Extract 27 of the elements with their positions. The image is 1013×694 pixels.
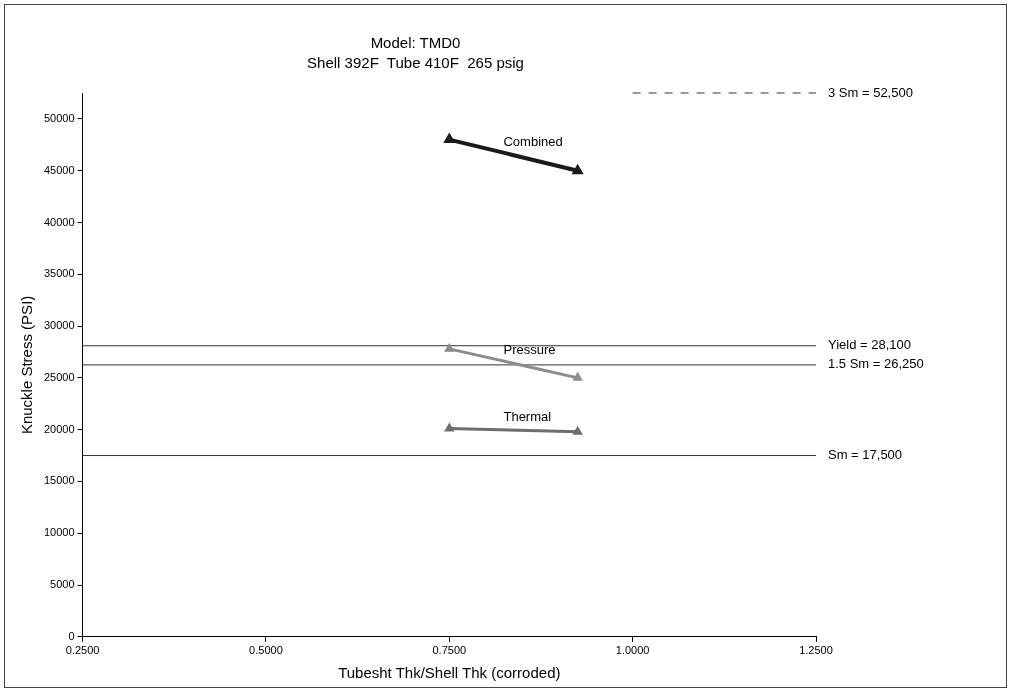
x-axis-title: Tubesht Thk/Shell Thk (corroded) [338,664,561,682]
y-tick-label: 30000 [43,319,75,332]
x-tick-label: 0.7500 [432,644,467,657]
x-tick-label: 0.2500 [65,644,100,657]
y-tick-label: 0 [68,629,75,642]
x-tick-label: 0.5000 [249,644,283,657]
x-tick-label: 1.2500 [799,644,833,657]
y-tick-label: 5000 [50,578,75,591]
y-tick-label: 20000 [43,422,75,435]
y-tick-label: 45000 [43,163,75,176]
x-tick-label: 1.0000 [615,644,650,657]
y-axis-title: Knuckle Stress (PSI) [18,295,36,435]
y-tick-label: 25000 [43,370,75,383]
y-tick-label: 10000 [43,526,75,539]
y-tick-label: 40000 [43,215,75,228]
ref-line-label: Sm = 17,500 [828,447,903,463]
series-label: Combined [503,134,563,150]
chart-subtitle: Shell 392F Tube 410F 265 psig [307,54,524,72]
series-label: Thermal [503,409,552,425]
ref-line-label: 1.5 Sm = 26,250 [828,356,924,372]
y-tick-label: 35000 [43,267,75,280]
ref-line-label: Yield = 28,100 [828,337,912,353]
y-tick-label: 50000 [43,111,75,124]
chart-title: Model: TMD0 [370,34,461,52]
series-label: Pressure [503,342,556,358]
ref-line-label: 3 Sm = 52,500 [828,84,913,100]
y-tick-label: 15000 [43,474,75,487]
